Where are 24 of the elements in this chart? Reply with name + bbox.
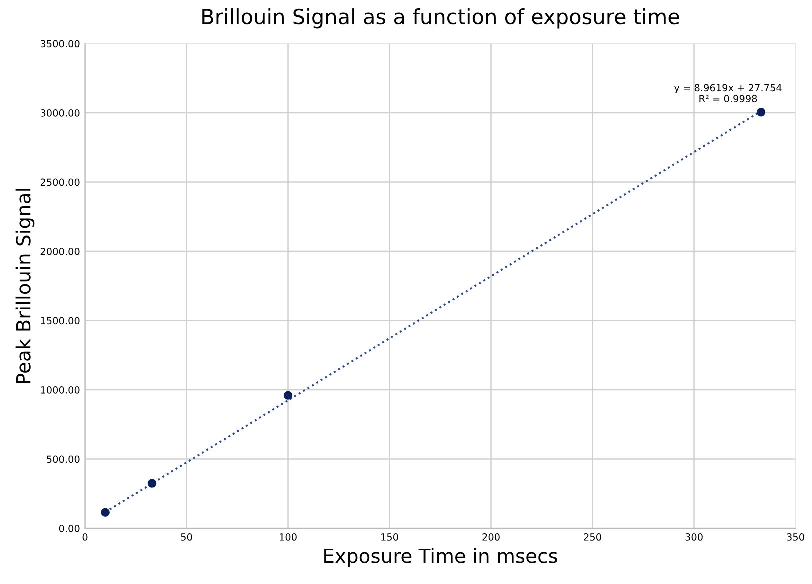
annotation: y = 8.9619x + 27.754 R² = 0.9998: [674, 84, 782, 103]
y-tick-label: 2500.00: [40, 178, 80, 186]
y-tick-label: 0.00: [59, 525, 80, 532]
y-tick-label: 2000.00: [40, 248, 80, 256]
chart-title: Brillouin Signal as a function of exposure time: [202, 8, 680, 29]
x-tick-label: 200: [482, 534, 500, 541]
x-tick-label: 100: [280, 534, 297, 541]
y-axis-title: Peak Brillouin Signal: [16, 189, 35, 384]
x-tick-label: 300: [686, 534, 703, 541]
x-tick-label: 250: [584, 534, 602, 541]
y-tick-label: 3000.00: [40, 110, 80, 117]
x-tick-label: 150: [382, 534, 398, 541]
point: [148, 479, 157, 488]
x-tick-label: 0: [82, 534, 88, 541]
y-tick-label: 3500.00: [40, 40, 80, 48]
point: [756, 108, 766, 117]
point: [284, 391, 293, 400]
y-tick-label: 1500.00: [41, 317, 80, 325]
x-tick-label: 50: [181, 534, 192, 541]
y-tick-label: 1000.00: [41, 386, 80, 394]
x-tick-label: 350: [787, 534, 804, 541]
y-tick-label: 500.00: [47, 456, 80, 464]
point: [101, 508, 110, 517]
x-axis-title: Exposure Time in msecs: [324, 548, 558, 568]
